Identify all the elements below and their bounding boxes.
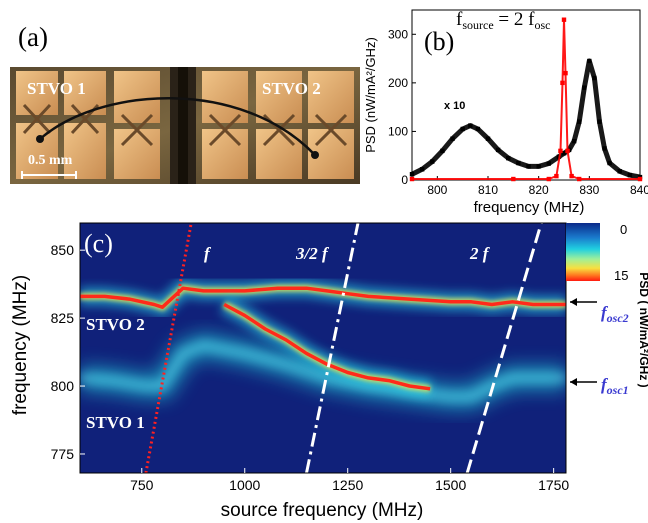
heatmap-ridge [80,286,566,309]
panel-c-label: (c) [84,229,113,258]
panel-b-point [587,58,592,64]
panel-b-xtick-label: 800 [427,183,447,197]
panel-c-ytick-label: 775 [51,446,75,462]
panel-b-point [569,173,574,179]
heatmap-guide-lines [144,223,543,473]
stvo1-label: STVO 1 [27,79,86,98]
panel-b-chart: 800 810 820 830 840 0 100 200 300 frequency (MHz… [363,9,648,215]
panel-b-ylabel: PSD (nW/mA²/GHz) [363,37,378,153]
panel-b-point [560,80,565,86]
panel-c-xtick-label: 1500 [435,477,466,493]
panel-b-point [546,176,551,182]
panel-b-point [561,17,567,22]
panel-c-xtick-label: 1250 [332,477,363,493]
stvo2-label: STVO 2 [262,79,321,98]
colorbar [566,223,600,281]
panel-b-xtick-label: 820 [529,183,549,197]
panel-b-point [582,85,587,90]
panel-c-ytick-label: 850 [51,242,75,258]
panel-b-point [558,148,563,154]
panel-b-ytick-label: 100 [388,124,408,138]
panel-b-ytick-label: 0 [401,173,408,187]
panel-b-point [430,159,435,164]
panel-b-point [577,176,582,182]
panel-b-xlabel: frequency (MHz) [474,199,585,215]
heatmap-broad-band-core [80,340,566,402]
fosc2-marker: fosc2 [601,303,629,325]
device-micrograph [10,67,360,184]
panel-b-point [526,164,531,169]
heatmap-background [80,223,566,473]
panel-b-point [563,70,568,76]
panel-b-ytick-label: 200 [388,76,408,90]
panel-b-point [440,148,445,154]
panel-b-point [450,136,455,141]
heatmap-glow [80,278,566,410]
panel-b-point [637,176,643,182]
panel-b-point [627,172,633,178]
harmonic-label-3-2f: 3/2 f [295,244,330,263]
panel-b-point [597,119,602,124]
panel-b-point [546,161,551,166]
panel-b-xtick-label: 840 [630,183,648,197]
panel-c-xtick-label: 1000 [229,477,260,493]
heatmap-harmonic-line [465,223,543,473]
panel-b-point [536,164,541,169]
harmonic-label-2f: 2 f [469,244,491,263]
colorbar-tick-0: 0 [620,222,627,237]
panel-b-marks [409,17,643,182]
panel-b-point [571,138,577,144]
panel-b-point [468,123,473,128]
panel-b-xtick-label: 810 [478,183,498,197]
panel-c-xtick-label: 1750 [538,477,569,493]
heatmap-stvo2-label: STVO 2 [86,315,145,334]
panel-b-series-line [410,58,641,180]
colorbar-tick-15: 15 [614,268,628,283]
panel-b-point [495,147,501,153]
panel-a: (a) [0,0,360,200]
panel-b-point [565,148,570,154]
heatmap-stvo1-label: STVO 1 [86,413,145,432]
panel-b-point [592,75,597,81]
panel-c-ylabel: frequency (MHz) [10,275,31,415]
fosc1-marker: fosc1 [601,375,629,397]
panel-c-ytick-label: 825 [51,310,75,326]
panel-b-point [506,155,511,161]
panel-c-xlabel: source frequency (MHz) [221,500,424,521]
panel-b-point [516,160,521,166]
panel-c-xtick-label: 750 [130,477,154,493]
panel-b-point [602,146,607,151]
panel-b-ytick-label: 300 [388,27,408,41]
panel-b-point [419,167,425,172]
panel-b-xtick-label: 830 [579,183,599,197]
panel-b-point [607,160,612,166]
panel-b-point [409,171,415,177]
panel-b-point [485,136,491,141]
heatmap-harmonic-line [305,223,360,473]
panel-c-ticks: 750 1000 1250 1500 1750 775 800 825 850 [51,242,570,493]
panel-b-point [475,126,481,132]
heatmap-harmonic-line [144,223,193,473]
panel-a-label: (a) [18,22,48,52]
panel-c-ytick-label: 800 [51,378,75,394]
colorbar-title: PSD ( nW/mA²/GHz ) [637,272,648,387]
panel-b-label: (b) [424,27,454,56]
panel-b-point [561,151,567,156]
panel-b-point [511,176,516,182]
panel-b-x10-label: x 10 [444,100,465,112]
heatmap-ridge [223,302,431,391]
panel-b-point [577,119,582,124]
panel-b-annotation: fsource = 2 fosc [456,9,550,32]
panel-b-point [409,176,415,182]
panel-b-point [554,173,559,179]
harmonic-label-f: f [204,244,212,263]
scalebar-label: 0.5 mm [28,153,73,168]
panel-c-chart: 750 1000 1250 1500 1750 775 800 825 850 source f… [10,222,648,521]
panel-b-point [460,126,465,132]
panel-b-point [617,169,622,174]
